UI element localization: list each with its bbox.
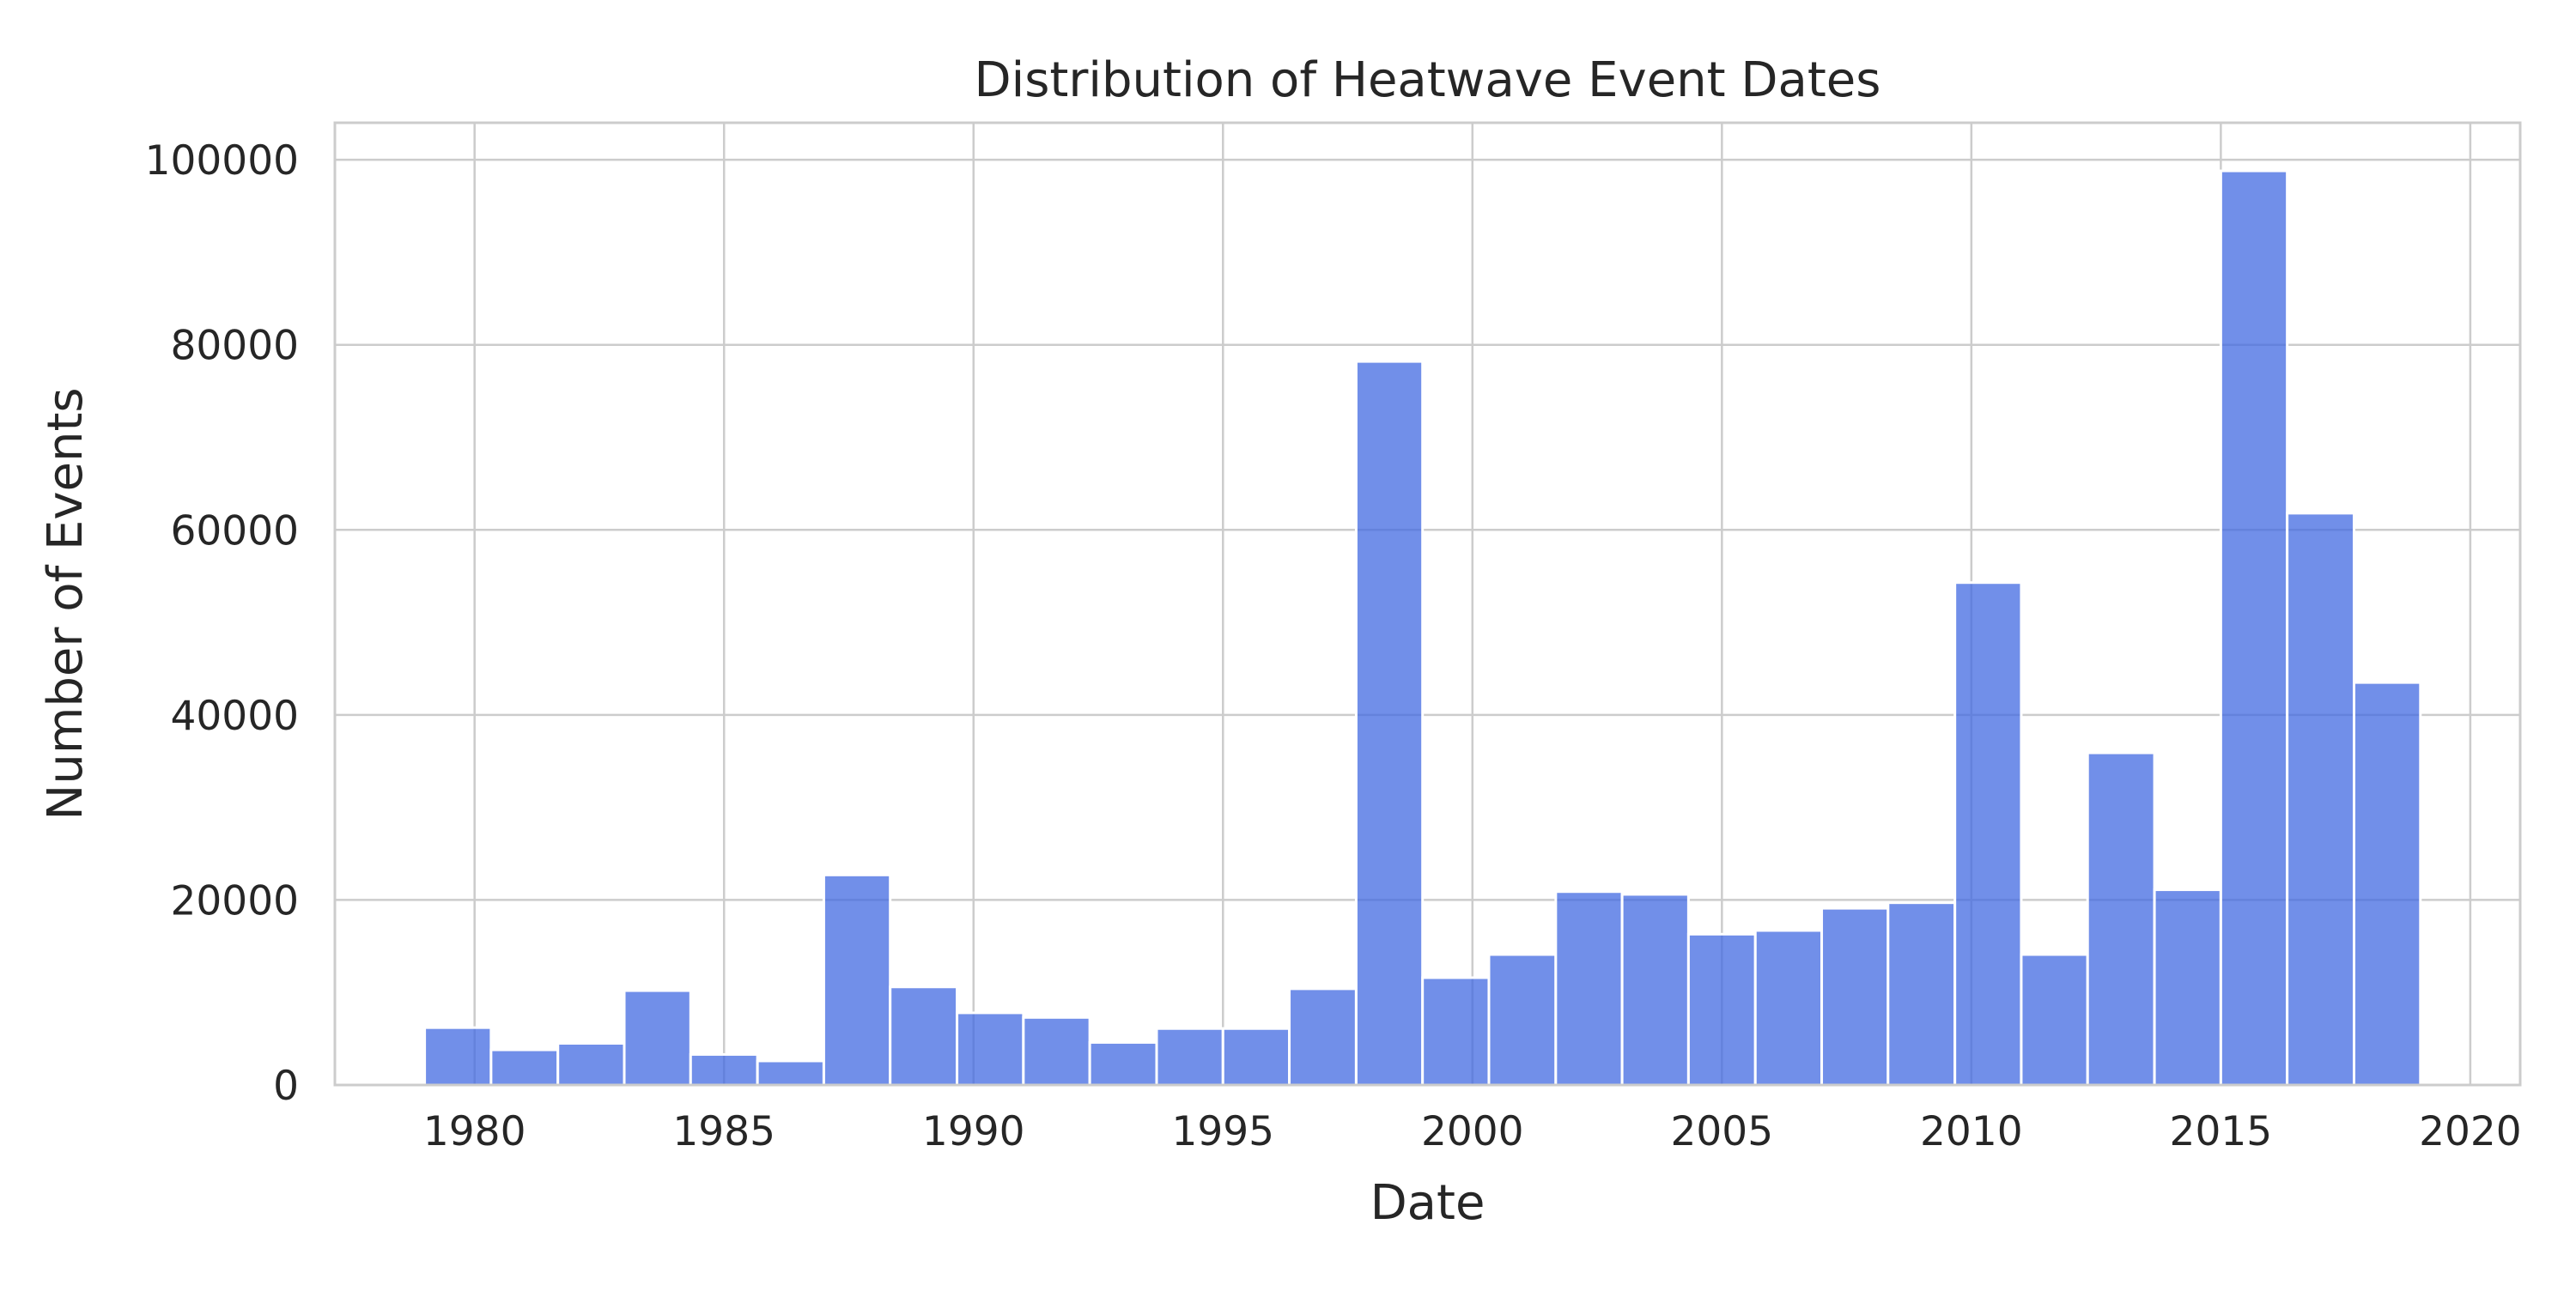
- plot-frame: [333, 121, 2522, 1087]
- y-tick-label-3: 60000: [170, 507, 299, 555]
- histogram-bar-26: [2153, 888, 2222, 1087]
- histogram-bar-25: [2086, 751, 2156, 1087]
- histogram-bar-20: [1753, 929, 1824, 1087]
- histogram-bar-24: [2020, 953, 2089, 1087]
- histogram-bar-28: [2286, 512, 2356, 1087]
- histogram-bar-16: [1487, 953, 1558, 1087]
- x-tick-label-3: 1995: [1171, 1108, 1274, 1155]
- histogram-bar-29: [2353, 681, 2422, 1087]
- y-tick-label-0: 0: [273, 1063, 299, 1110]
- x-tick-label-8: 2020: [2419, 1108, 2522, 1155]
- histogram-bar-22: [1886, 901, 1957, 1087]
- histogram-bar-27: [2219, 169, 2289, 1087]
- histogram-bar-12: [1221, 1027, 1291, 1087]
- histogram-bar-0: [423, 1026, 493, 1087]
- x-tick-label-6: 2010: [1920, 1108, 2023, 1155]
- histogram-bar-11: [1155, 1027, 1224, 1087]
- histogram-bar-14: [1354, 360, 1425, 1087]
- histogram-bar-2: [556, 1041, 626, 1087]
- histogram-bar-5: [756, 1059, 825, 1087]
- histogram-bar-3: [623, 989, 692, 1087]
- y-tick-label-1: 20000: [170, 877, 299, 924]
- x-axis-label: Date: [1370, 1175, 1485, 1231]
- y-axis-label: Number of Events: [38, 387, 94, 820]
- bar-layer: [423, 169, 2422, 1087]
- histogram-bar-23: [1953, 581, 2023, 1087]
- histogram-bar-4: [689, 1052, 759, 1087]
- chart-title: Distribution of Heatwave Event Dates: [975, 52, 1881, 108]
- histogram-bar-10: [1088, 1040, 1158, 1087]
- tick-layer: 1980 1985 1990 1995 2000 2005 2010 2015 2020 0 200…: [145, 137, 2522, 1155]
- x-tick-label-7: 2015: [2170, 1108, 2273, 1155]
- histogram-bar-17: [1554, 890, 1624, 1087]
- histogram-bar-9: [1022, 1015, 1091, 1087]
- x-tick-label-4: 2000: [1421, 1108, 1524, 1155]
- x-tick-label-0: 1980: [423, 1108, 526, 1155]
- histogram-bar-7: [889, 985, 959, 1087]
- y-tick-label-2: 40000: [170, 693, 299, 740]
- x-tick-label-1: 1985: [672, 1108, 775, 1155]
- histogram-bar-15: [1421, 976, 1491, 1087]
- x-tick-label-5: 2005: [1671, 1108, 1774, 1155]
- histogram-bar-8: [956, 1011, 1025, 1087]
- histogram-bar-18: [1620, 893, 1690, 1087]
- histogram-bar-21: [1820, 906, 1890, 1087]
- histogram-bar-6: [822, 873, 892, 1087]
- histogram-bar-1: [489, 1048, 560, 1087]
- y-tick-label-4: 80000: [170, 323, 299, 370]
- histogram-bar-19: [1686, 932, 1757, 1087]
- histogram-bar-13: [1288, 987, 1358, 1087]
- x-tick-label-2: 1990: [922, 1108, 1025, 1155]
- y-tick-label-5: 100000: [145, 137, 299, 185]
